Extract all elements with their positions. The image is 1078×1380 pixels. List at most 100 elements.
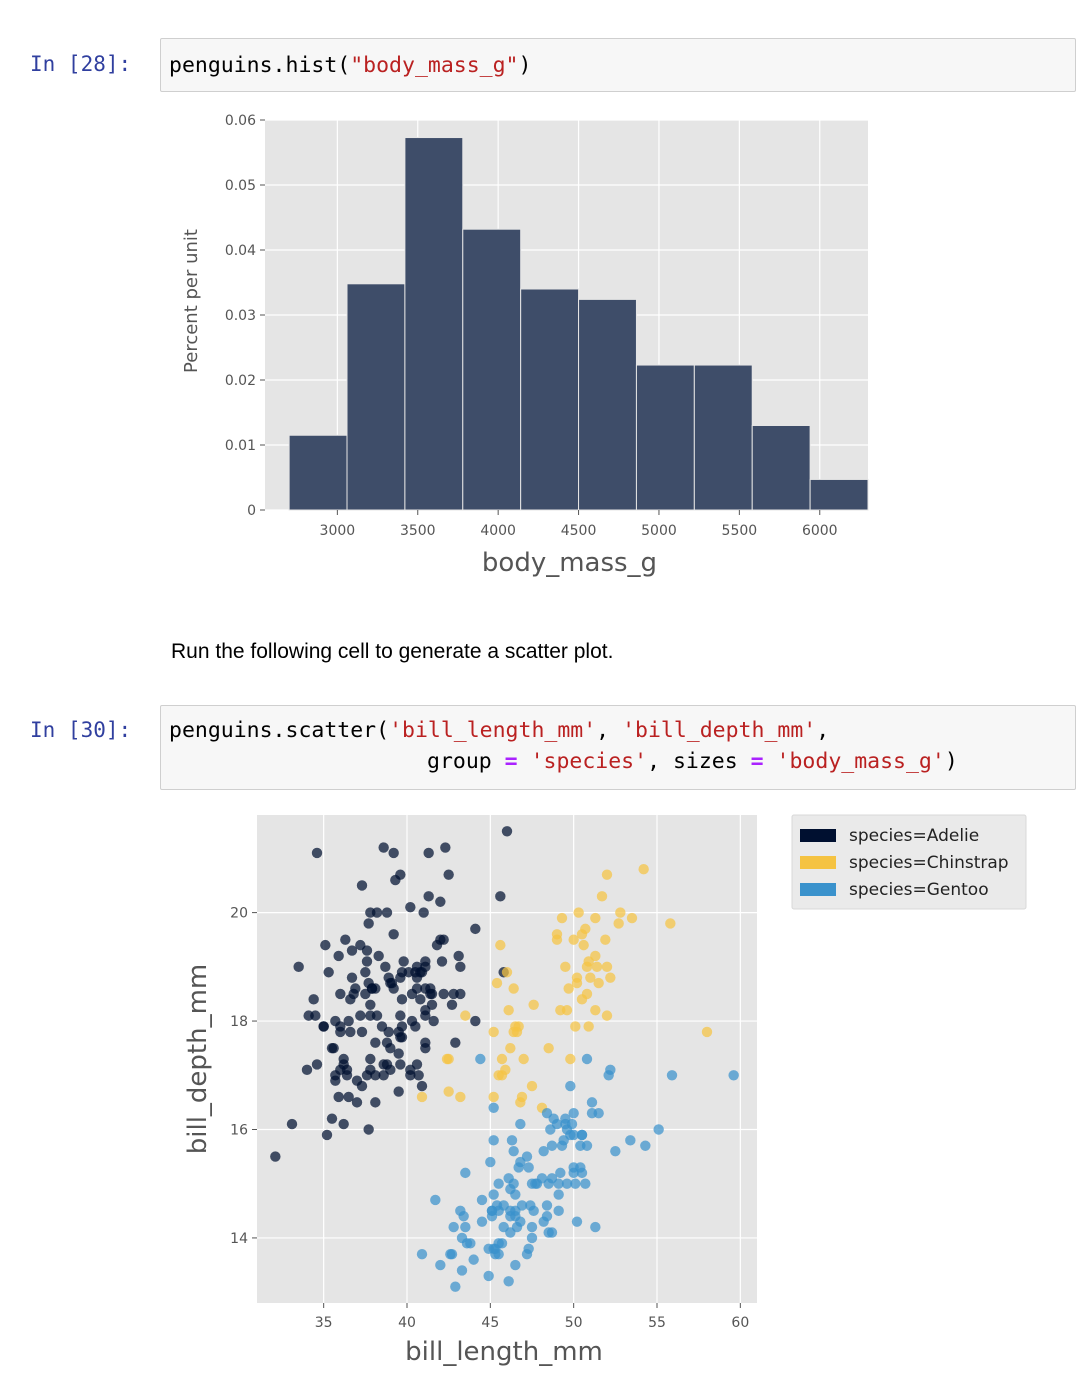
cell-prompt-28: In [28]: [30,52,132,76]
x-tick-label: 40 [398,1315,416,1331]
scatter-point [565,1129,576,1141]
x-tick-label: 4000 [480,523,516,539]
y-tick-label: 18 [230,1014,248,1030]
y-tick-label: 16 [230,1122,248,1138]
scatter-point [420,956,431,967]
scatter-point [521,1151,533,1162]
scatter-point [460,1010,471,1021]
code-sep: , [816,718,830,743]
scatter-point [515,1216,526,1227]
scatter-point [536,1173,548,1184]
scatter-point [491,977,503,989]
scatter-point [516,1200,528,1211]
scatter-point [581,988,593,1000]
scatter-point [505,1042,516,1054]
histogram-bar [520,288,580,511]
scatter-point [555,1167,566,1179]
scatter-point [495,891,506,902]
scatter-point [505,1227,516,1238]
x-tick-label: 5000 [641,523,677,539]
histogram-bar [462,228,522,511]
scatter-point [320,939,331,951]
scatter-point [496,1238,508,1249]
scatter-point [361,956,373,967]
scatter-point [346,972,358,983]
code-kw: group [427,749,505,774]
code-fn: penguins.scatter( [169,718,390,743]
scatter-point [593,977,604,989]
code-op: = [750,749,764,774]
scatter-point [571,977,583,989]
y-tick-label: 0.06 [225,113,256,129]
scatter-point [405,901,416,913]
scatter-point [518,1053,529,1065]
scatter-point [666,1070,678,1081]
scatter-point [435,896,446,907]
scatter-point [318,1021,329,1032]
histogram-bar [346,283,406,511]
scatter-point [343,1091,354,1103]
code-line: penguins.hist("body_mass_g") [169,53,531,78]
scatter-point [308,994,319,1005]
scatter-point [601,1010,613,1021]
scatter-point [591,961,603,973]
scatter-point [515,1097,526,1108]
scatter-point [270,1151,281,1162]
scatter-point [286,1118,298,1130]
code-string: 'species' [517,749,648,774]
scatter-point [330,1015,341,1027]
scatter-point [565,1053,576,1065]
scatter-point [420,1042,431,1054]
scatter-point [475,1053,486,1065]
scatter-point [333,1091,344,1103]
x-tick-label: 3000 [320,523,356,539]
scatter-point [455,988,466,1000]
scatter-point [553,1178,564,1189]
y-tick-label: 0.01 [225,438,256,454]
scatter-point [468,1254,479,1265]
scatter-point [323,967,334,978]
scatter-point [585,972,596,983]
scatter-point [363,1124,374,1135]
code-cell-scatter[interactable]: penguins.scatter('bill_length_mm', 'bill… [160,705,1076,790]
scatter-point [528,999,539,1010]
scatter-point [448,1221,459,1233]
scatter-point [370,1037,381,1048]
scatter-point [416,1249,428,1260]
histogram-chart: 0 0.01 0.02 0.03 0.04 0.05 0.06 3000 3500 4000 450… [181,113,869,578]
scatter-point [385,1064,396,1076]
code-sep: , sizes [647,749,751,774]
legend: species=Adelie species=Chinstrap species=G… [791,814,1027,910]
scatter-point [411,961,423,973]
scatter-point [501,826,513,837]
scatter-point [460,1221,471,1233]
scatter-point [525,1200,536,1211]
scatter-point [583,1021,594,1032]
y-tick-label: 0.05 [225,178,256,194]
scatter-point [546,1140,558,1151]
scatter-point [406,988,418,1000]
scatter-point [476,1216,488,1227]
scatter-point [311,1059,323,1070]
legend-label: species=Adelie [849,826,979,846]
scatter-point [590,1005,601,1016]
scatter-point [561,1178,573,1189]
scatter-point [515,1118,526,1130]
scatter-point [438,988,449,1000]
scatter-point [521,1249,533,1260]
scatter-point [355,1010,366,1021]
code-cell-hist[interactable]: penguins.hist("body_mass_g") [160,38,1076,92]
scatter-point [396,994,408,1005]
x-axis-label: bill_length_mm [405,1337,603,1367]
legend-box [791,814,1027,910]
y-tick-label: 14 [230,1231,248,1247]
scatter-point [538,1145,549,1157]
scatter-point [548,1113,559,1124]
scatter-point [440,842,451,853]
scatter-point [363,918,374,929]
histogram-bar [809,478,869,511]
y-tick-label: 0 [247,503,256,519]
scatter-point [488,1091,499,1103]
scatter-point [393,1048,404,1059]
scatter-point [326,1113,338,1124]
